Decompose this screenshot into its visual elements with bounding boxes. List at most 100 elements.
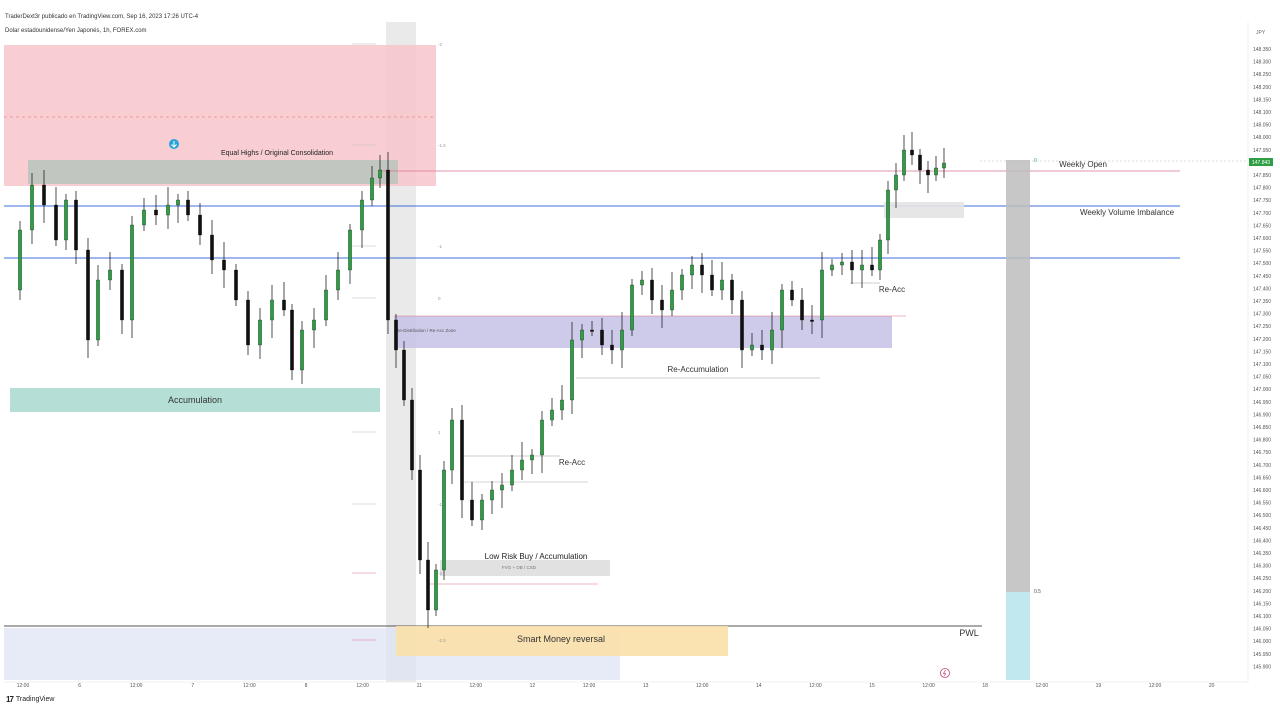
candle-body	[166, 204, 170, 216]
re-accumulation-label: Re-Accumulation	[668, 365, 729, 374]
candle-body	[520, 459, 524, 471]
alert-arrow	[171, 141, 177, 148]
fib-level-label: 0	[438, 296, 441, 301]
time-tick-label: 15	[869, 683, 875, 689]
price-tick-label: 146.700	[1253, 463, 1271, 469]
time-tick-label: 13	[643, 683, 649, 689]
price-tick-label: 146.400	[1253, 538, 1271, 544]
time-tick-label: 12:00	[696, 683, 709, 689]
candle-body	[810, 319, 814, 322]
flash-icon[interactable]	[940, 668, 950, 678]
fib-level-label: -1.5	[438, 143, 446, 148]
candle-body	[142, 209, 146, 226]
price-tick-label: 147.350	[1253, 299, 1271, 305]
candle-body	[418, 469, 422, 561]
candle-body	[760, 344, 764, 351]
time-tick-label: 14	[756, 683, 762, 689]
candle-body	[258, 319, 262, 346]
candle-body	[780, 289, 784, 331]
candle-body	[580, 329, 584, 341]
price-tick-label: 148.300	[1253, 60, 1271, 66]
price-tick-label: 146.900	[1253, 412, 1271, 418]
candle-body	[790, 289, 794, 301]
candle-body	[198, 214, 202, 236]
flash-icon-bolt	[942, 669, 947, 677]
price-tick-label: 148.100	[1253, 110, 1271, 116]
candle-body	[800, 299, 804, 321]
current-price-label: 147.843	[1252, 160, 1270, 166]
candle-body	[434, 569, 438, 611]
price-tick-label: 146.850	[1253, 425, 1271, 431]
candle-body	[640, 279, 644, 286]
price-tick-label: 148.350	[1253, 47, 1271, 53]
price-tick-label: 148.050	[1253, 123, 1271, 129]
candle-body	[348, 229, 352, 271]
candle-body	[460, 419, 464, 501]
smart-money-label: Smart Money reversal	[517, 634, 605, 644]
candle-body	[290, 309, 294, 371]
time-tick-label: 12:00	[356, 683, 369, 689]
candle-body	[336, 269, 340, 291]
candle-body	[222, 259, 226, 271]
candle-body	[770, 329, 774, 351]
candle-body	[570, 339, 574, 401]
price-tick-label: 147.000	[1253, 387, 1271, 393]
candle-body	[410, 399, 414, 471]
candle-body	[878, 239, 882, 271]
fib-level-label: -2	[438, 571, 442, 576]
price-tick-label: 147.050	[1253, 375, 1271, 381]
candle-body	[360, 199, 364, 231]
candle-body	[660, 299, 664, 311]
candle-body	[210, 234, 214, 261]
price-tick-label: 147.400	[1253, 286, 1271, 292]
candle-body	[750, 344, 754, 351]
candle-body	[96, 279, 100, 341]
price-tick-label: 147.500	[1253, 261, 1271, 267]
price-tick-label: 147.700	[1253, 211, 1271, 217]
fib-level-label: -2	[438, 42, 442, 47]
price-axis-bg	[1248, 22, 1280, 682]
candle-body	[942, 162, 946, 169]
time-tick-label: 12:00	[583, 683, 596, 689]
symbol-info[interactable]: Dolar estadounidense/Yen Japonés, 1h, FO…	[5, 28, 147, 34]
candle-body	[386, 169, 390, 321]
low-risk-label: Low Risk Buy / Accumulation	[485, 552, 588, 561]
candle-body	[840, 261, 844, 266]
price-tick-label: 146.750	[1253, 450, 1271, 456]
candle-body	[54, 204, 58, 241]
candle-body	[550, 409, 554, 421]
fib-level-label: -1.5	[438, 502, 446, 507]
candle-body	[700, 264, 704, 276]
re-acc-label-upper: Re-Acc	[879, 285, 905, 294]
fib-ladder: -2 -1.5 -1 0 1 -1.5 -2 -2.5	[352, 42, 446, 643]
price-tick-label: 146.050	[1253, 627, 1271, 633]
candle-body	[324, 289, 328, 321]
tradingview-logo-icon: 17	[6, 695, 14, 704]
candle-body	[370, 177, 374, 201]
re-acc-label-lower: Re-Acc	[559, 458, 585, 467]
price-tick-label: 147.650	[1253, 223, 1271, 229]
redistribution-label: Re-Distribution / Re-Acc Zone	[396, 328, 456, 333]
candle-body	[30, 184, 34, 231]
low-risk-zone	[440, 560, 610, 576]
candle-body	[730, 279, 734, 301]
projection-gray-bar	[1006, 160, 1030, 592]
price-axis-ticks[interactable]: 148.350 148.300 148.250 148.200 148.150 148.1…	[1253, 47, 1271, 670]
candle-body	[894, 174, 898, 191]
candle-body	[378, 169, 382, 179]
price-tick-label: 146.250	[1253, 576, 1271, 582]
tradingview-footer[interactable]: 17 TradingView	[6, 695, 54, 704]
time-tick-label: 8	[305, 683, 308, 689]
weekly-volume-imbalance-label: Weekly Volume Imbalance	[1080, 208, 1175, 217]
time-axis-ticks[interactable]: 12:00 6 12:00 7 12:00 8 12:00 11 12:00 12 12:00 13 1…	[17, 683, 1215, 689]
low-risk-sublabel: FVG + OB / CSD	[502, 565, 537, 570]
price-tick-label: 147.750	[1253, 198, 1271, 204]
candle-body	[490, 489, 494, 501]
candle-body	[270, 299, 274, 321]
price-tick-label: 147.850	[1253, 173, 1271, 179]
candle-body	[450, 419, 454, 471]
candle-body	[530, 454, 534, 461]
weekly-volume-imbalance-box	[884, 202, 964, 218]
candle-body	[402, 349, 406, 401]
